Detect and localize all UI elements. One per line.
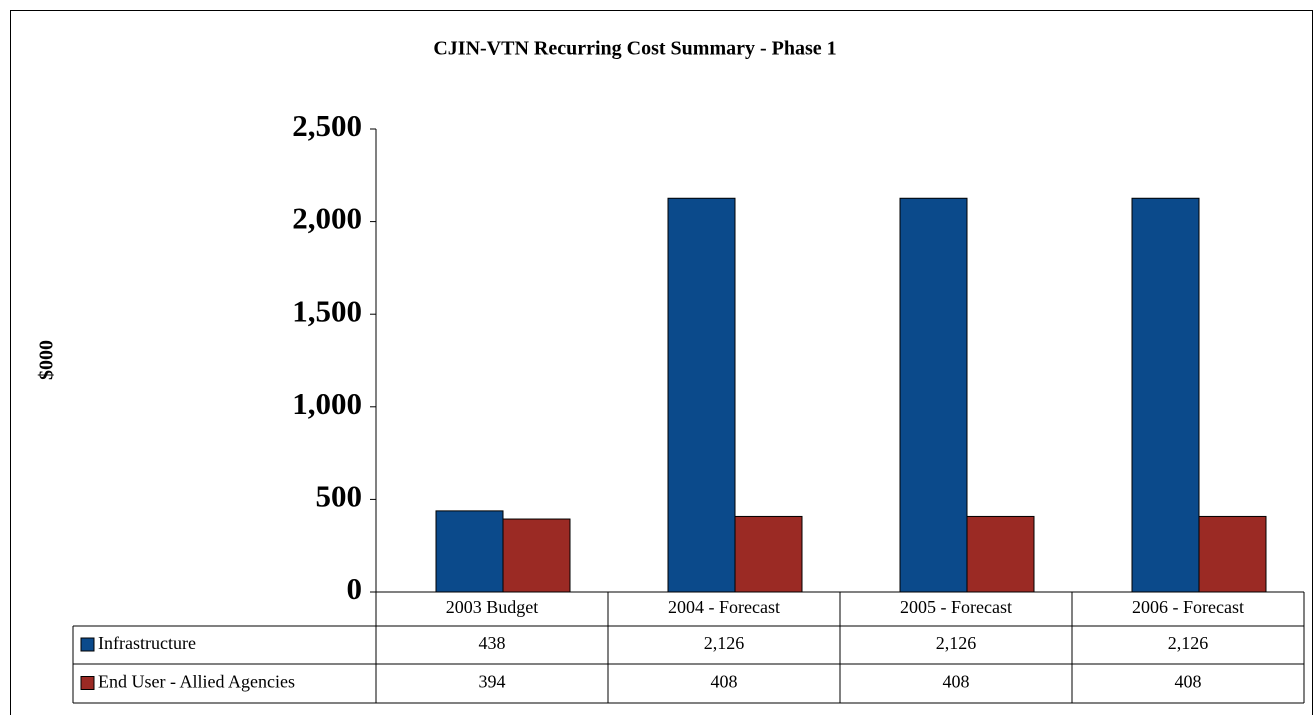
y-tick-label: 2,000	[292, 201, 362, 236]
y-tick-label: 500	[316, 479, 363, 514]
y-tick-label: 2,500	[292, 108, 362, 143]
bar	[667, 197, 736, 593]
table-value: 2,126	[1168, 633, 1209, 653]
chart-title: CJIN-VTN Recurring Cost Summary - Phase …	[433, 38, 836, 60]
table-value: 408	[1175, 672, 1202, 692]
bar	[502, 518, 571, 593]
legend-label: Infrastructure	[98, 633, 196, 653]
y-tick-label: 1,500	[292, 293, 362, 328]
legend-swatch	[80, 676, 95, 690]
x-tick-label: 2003 Budget	[446, 597, 539, 617]
chart-frame	[10, 10, 1313, 715]
bar	[966, 515, 1035, 593]
x-tick-label: 2005 - Forecast	[900, 597, 1012, 617]
bar	[734, 515, 803, 593]
legend-swatch	[80, 637, 95, 652]
x-tick-label: 2004 - Forecast	[668, 597, 780, 617]
x-tick-label: 2006 - Forecast	[1132, 597, 1244, 617]
bar	[435, 510, 504, 593]
table-value: 2,126	[936, 633, 977, 653]
y-axis-label: $000	[36, 340, 58, 380]
table-value: 394	[479, 672, 506, 692]
table-value: 408	[943, 672, 970, 692]
y-tick-label: 1,000	[292, 386, 362, 421]
bar	[1131, 197, 1200, 593]
legend-label: End User - Allied Agencies	[98, 672, 295, 692]
table-value: 438	[479, 633, 506, 653]
bar	[1198, 515, 1267, 593]
table-value: 2,126	[704, 633, 745, 653]
y-tick-label: 0	[347, 571, 363, 606]
table-value: 408	[711, 672, 738, 692]
bar	[899, 197, 968, 593]
